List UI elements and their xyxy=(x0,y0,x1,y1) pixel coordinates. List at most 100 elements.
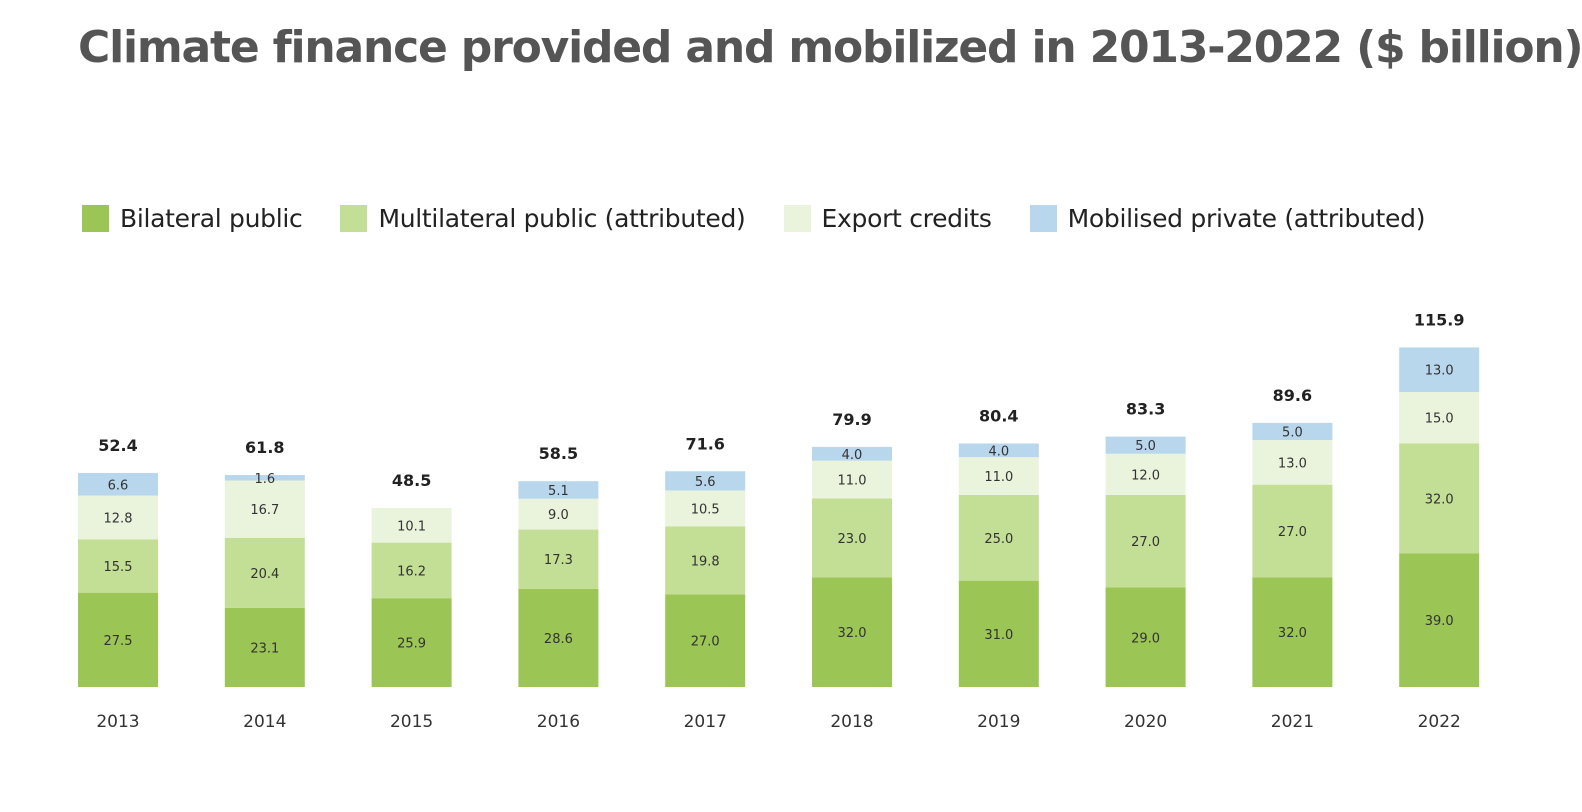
bar-segment xyxy=(78,472,158,496)
segment-value-label: 19.8 xyxy=(691,554,720,569)
total-value-label: 80.4 xyxy=(979,406,1018,425)
segment-value-label: 31.0 xyxy=(984,628,1013,643)
segment-value-label: 13.0 xyxy=(1278,456,1307,471)
total-value-label: 79.9 xyxy=(832,410,871,429)
x-axis-tick-label: 2013 xyxy=(96,712,139,732)
x-axis-tick-label: 2022 xyxy=(1418,712,1461,732)
bar-segment xyxy=(958,580,1039,687)
segment-value-label: 12.0 xyxy=(1131,468,1160,483)
x-axis-tick-label: 2020 xyxy=(1124,712,1167,732)
segment-value-label: 27.0 xyxy=(1278,525,1307,540)
x-axis-tick-label: 2019 xyxy=(977,712,1020,732)
bar-segment xyxy=(78,592,158,687)
bar-segment xyxy=(78,495,158,540)
segment-value-label: 17.3 xyxy=(544,553,573,568)
chart-title: Climate finance provided and mobilized i… xyxy=(78,22,1582,73)
bar-segment xyxy=(224,607,305,687)
segment-value-label: 15.5 xyxy=(104,560,133,575)
segment-value-label: 12.8 xyxy=(104,512,133,527)
bar-segment xyxy=(1105,436,1186,454)
bar-segment xyxy=(812,498,892,578)
segment-value-label: 5.0 xyxy=(1135,439,1156,454)
bar-segment xyxy=(224,537,305,608)
segment-value-label: 10.5 xyxy=(691,502,720,517)
legend-swatch xyxy=(82,204,109,232)
segment-value-label: 23.1 xyxy=(250,641,279,656)
x-axis-tick-label: 2021 xyxy=(1271,712,1314,732)
x-axis-tick-label: 2017 xyxy=(684,712,727,732)
bar-segment xyxy=(1399,553,1480,687)
bar-segment xyxy=(1399,347,1480,393)
bar-segment xyxy=(958,494,1039,581)
segment-value-label: 27.0 xyxy=(1131,535,1160,550)
segment-value-label: 20.4 xyxy=(250,567,279,582)
segment-value-label: 32.0 xyxy=(838,626,867,641)
segment-value-label: 27.5 xyxy=(104,634,133,649)
segment-value-label: 27.0 xyxy=(691,635,720,650)
segment-value-label: 28.6 xyxy=(544,632,573,647)
bar-segment xyxy=(665,594,746,687)
segment-value-label: 9.0 xyxy=(548,508,569,523)
segment-value-label: 4.0 xyxy=(988,444,1009,459)
bar-segment xyxy=(518,481,599,499)
total-value-label: 89.6 xyxy=(1273,386,1312,405)
bar-segment xyxy=(518,588,599,687)
bar-segment xyxy=(665,490,746,527)
total-value-label: 61.8 xyxy=(245,438,284,457)
legend-item-bilateral-public: Bilateral public xyxy=(82,203,303,233)
legend-swatch xyxy=(1029,204,1057,232)
bar-segment xyxy=(1252,577,1333,687)
segment-value-label: 15.0 xyxy=(1425,412,1454,427)
bar-segment xyxy=(1105,587,1186,687)
bar-segment xyxy=(812,577,892,687)
bar-segment xyxy=(1399,443,1480,554)
x-axis-tick-label: 2014 xyxy=(243,712,286,732)
total-value-label: 115.9 xyxy=(1414,310,1465,329)
legend-label: Bilateral public xyxy=(120,203,303,233)
segment-value-label: 25.9 xyxy=(397,637,426,652)
bar-segment xyxy=(1105,494,1186,588)
bar-segment xyxy=(1105,453,1186,495)
bar-segment xyxy=(665,526,746,595)
legend-item-multilateral-public: Multilateral public (attributed) xyxy=(340,204,746,233)
bar-segment xyxy=(958,457,1039,495)
bar-segment xyxy=(1252,484,1333,578)
legend-item-mobilised-private: Mobilised private (attributed) xyxy=(1029,204,1425,233)
segment-value-label: 13.0 xyxy=(1425,364,1454,379)
legend-label: Export credits xyxy=(821,203,992,233)
segment-value-label: 32.0 xyxy=(1278,626,1307,641)
total-value-label: 71.6 xyxy=(685,434,724,453)
total-value-label: 58.5 xyxy=(539,444,578,463)
segment-value-label: 32.0 xyxy=(1425,492,1454,507)
legend-item-export-credits: Export credits xyxy=(783,203,992,233)
bar-segment xyxy=(518,498,599,530)
x-axis-tick-label: 2015 xyxy=(390,712,433,732)
bar-segment xyxy=(371,507,452,543)
segment-value-label: 11.0 xyxy=(838,473,867,488)
segment-value-label: 5.6 xyxy=(695,475,716,490)
segment-value-label: 29.0 xyxy=(1131,631,1160,646)
bar-segment xyxy=(665,471,746,491)
segment-value-label: 1.6 xyxy=(254,472,275,487)
bar-segment xyxy=(958,443,1039,458)
x-axis-tick-label: 2018 xyxy=(830,712,873,732)
bar-segment xyxy=(224,475,305,481)
bar-segment xyxy=(1252,422,1333,441)
segment-value-label: 6.6 xyxy=(108,478,129,493)
segment-value-label: 4.0 xyxy=(842,448,863,463)
legend: Bilateral public Multilateral public (at… xyxy=(82,200,1463,236)
segment-value-label: 23.0 xyxy=(838,532,867,547)
bar-segment xyxy=(1252,440,1333,485)
bar-segment xyxy=(518,529,599,589)
segment-value-label: 11.0 xyxy=(984,470,1013,485)
bar-segment xyxy=(224,480,305,538)
legend-swatch xyxy=(783,204,811,232)
segment-value-label: 25.0 xyxy=(984,532,1013,547)
segment-value-label: 16.7 xyxy=(250,503,279,518)
bar-segment xyxy=(1399,392,1480,444)
total-value-label: 83.3 xyxy=(1126,400,1165,419)
legend-swatch xyxy=(340,204,368,232)
segment-value-label: 10.1 xyxy=(397,519,426,534)
segment-value-label: 5.0 xyxy=(1282,425,1303,440)
